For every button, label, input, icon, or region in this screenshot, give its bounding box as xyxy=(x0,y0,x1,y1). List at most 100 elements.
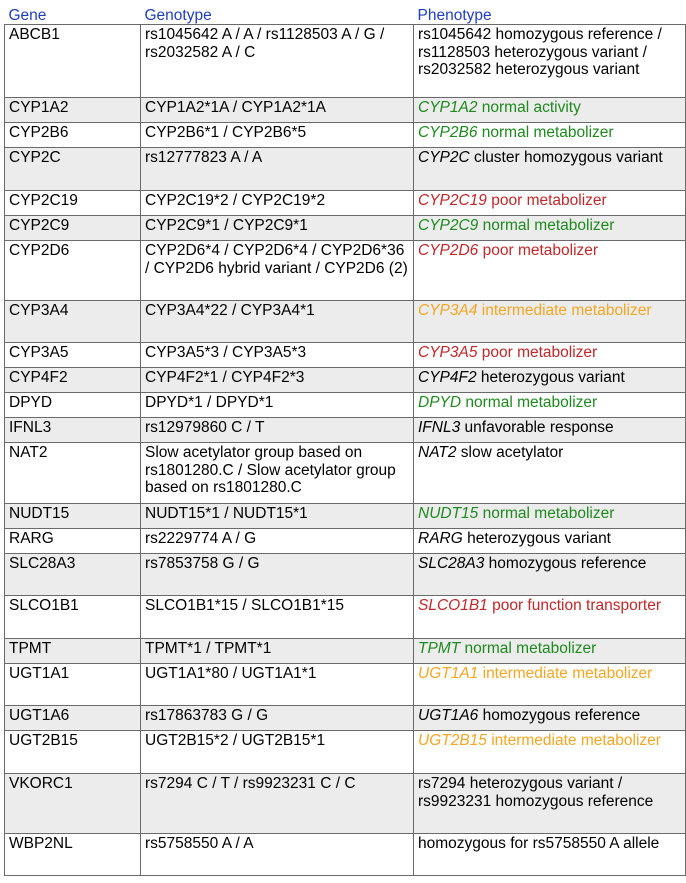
phenotype-cell: CYP2D6 poor metabolizer xyxy=(413,240,686,301)
gene-cell: CYP4F2 xyxy=(4,367,141,393)
phenotype-gene-name: CYP2C19 xyxy=(418,192,487,209)
gene-cell: VKORC1 xyxy=(4,773,141,834)
phenotype-gene-name: UGT1A6 xyxy=(418,707,479,724)
gene-cell: CYP2C xyxy=(4,147,141,191)
gene-cell: IFNL3 xyxy=(4,417,141,443)
gene-cell: CYP1A2 xyxy=(4,97,141,123)
phenotype-cell: NAT2 slow acetylator xyxy=(413,442,686,504)
phenotype-cell: CYP2C9 normal metabolizer xyxy=(413,215,686,241)
genotype-cell: rs7294 C / T / rs9923231 C / C xyxy=(140,773,414,834)
phenotype-text: intermediate metabolizer xyxy=(486,732,661,749)
phenotype-text: normal metabolizer xyxy=(461,394,598,411)
phenotype-cell: CYP3A5 poor metabolizer xyxy=(413,342,686,368)
phenotype-cell: CYP2C19 poor metabolizer xyxy=(413,190,686,216)
gene-cell: UGT1A6 xyxy=(4,705,141,731)
gene-cell: CYP3A5 xyxy=(4,342,141,368)
table-row: UGT1A6 rs17863783 G / G UGT1A6 homozygous … xyxy=(4,705,686,731)
phenotype-text: normal metabolizer xyxy=(478,217,615,234)
table-row: UGT1A1 UGT1A1*80 / UGT1A1*1 UGT1A1 interme… xyxy=(4,663,686,706)
phenotype-text: poor metabolizer xyxy=(477,344,598,361)
phenotype-cell: UGT2B15 intermediate metabolizer xyxy=(413,730,686,774)
genotype-cell: CYP2C19*2 / CYP2C19*2 xyxy=(140,190,414,216)
phenotype-text: homozygous reference xyxy=(478,707,641,724)
table-row: NUDT15 NUDT15*1 / NUDT15*1 NUDT15 normal m… xyxy=(4,503,686,529)
table-row: CYP2C rs12777823 A / A CYP2C cluster homoz… xyxy=(4,147,686,191)
phenotype-cell: CYP3A4 intermediate metabolizer xyxy=(413,300,686,343)
phenotype-cell: IFNL3 unfavorable response xyxy=(413,417,686,443)
phenotype-gene-name: IFNL3 xyxy=(418,419,461,436)
table-row: CYP2B6 CYP2B6*1 / CYP2B6*5 CYP2B6 normal m… xyxy=(4,122,686,148)
genotype-cell: Slow acetylator group based on rs1801280… xyxy=(140,442,414,504)
gene-cell: ABCB1 xyxy=(4,24,141,98)
phenotype-text: homozygous reference xyxy=(484,555,647,572)
phenotype-text: slow acetylator xyxy=(456,444,564,461)
gene-cell: UGT2B15 xyxy=(4,730,141,774)
table-row: CYP2C19 CYP2C19*2 / CYP2C19*2 CYP2C19 poor… xyxy=(4,190,686,216)
table-row: UGT2B15 UGT2B15*2 / UGT2B15*1 UGT2B15 inte… xyxy=(4,730,686,774)
phenotype-gene-name: CYP1A2 xyxy=(418,99,478,116)
phenotype-text: normal activity xyxy=(477,99,581,116)
phenotype-cell: SLCO1B1 poor function transporter xyxy=(413,595,686,639)
header-gene: Gene xyxy=(8,7,47,24)
phenotype-cell: rs7294 heterozygous variant / rs9923231 … xyxy=(413,773,686,834)
genotype-cell: rs1045642 A / A / rs1128503 A / G / rs20… xyxy=(140,24,414,98)
phenotype-cell: CYP2B6 normal metabolizer xyxy=(413,122,686,148)
table-header-row: Gene Genotype Phenotype xyxy=(5,4,686,25)
phenotype-text: unfavorable response xyxy=(460,419,614,436)
phenotype-text: normal metabolizer xyxy=(477,124,614,141)
table-row: DPYD DPYD*1 / DPYD*1 DPYD normal metaboliz… xyxy=(4,392,686,418)
gene-cell: CYP3A4 xyxy=(4,300,141,343)
phenotype-cell: SLC28A3 homozygous reference xyxy=(413,553,686,596)
genotype-cell: rs7853758 G / G xyxy=(140,553,414,596)
genotype-cell: UGT2B15*2 / UGT2B15*1 xyxy=(140,730,414,774)
gene-cell: CYP2C19 xyxy=(4,190,141,216)
table-row: CYP3A4 CYP3A4*22 / CYP3A4*1 CYP3A4 interme… xyxy=(4,300,686,343)
phenotype-gene-name: CYP4F2 xyxy=(418,369,477,386)
phenotype-gene-name: RARG xyxy=(418,530,463,547)
phenotype-text: intermediate metabolizer xyxy=(478,665,653,682)
genotype-cell: NUDT15*1 / NUDT15*1 xyxy=(140,503,414,529)
phenotype-text: normal metabolizer xyxy=(478,505,615,522)
gene-cell: NUDT15 xyxy=(4,503,141,529)
phenotype-text: rs7294 heterozygous variant / rs9923231 … xyxy=(418,775,654,810)
table-row: TPMT TPMT*1 / TPMT*1 TPMT normal metaboliz… xyxy=(4,638,686,664)
table-row: CYP2C9 CYP2C9*1 / CYP2C9*1 CYP2C9 normal m… xyxy=(4,215,686,241)
phenotype-cell: UGT1A6 homozygous reference xyxy=(413,705,686,731)
genotype-cell: TPMT*1 / TPMT*1 xyxy=(140,638,414,664)
phenotype-gene-name: DPYD xyxy=(418,394,462,411)
phenotype-text: cluster homozygous variant xyxy=(469,149,663,166)
gene-cell: NAT2 xyxy=(4,442,141,504)
gene-cell: UGT1A1 xyxy=(4,663,141,706)
table-row: SLC28A3 rs7853758 G / G SLC28A3 homozygous… xyxy=(4,553,686,596)
phenotype-cell: homozygous for rs5758550 A allele xyxy=(413,833,686,876)
phenotype-text: poor metabolizer xyxy=(486,192,607,209)
table-row: SLCO1B1 SLCO1B1*15 / SLCO1B1*15 SLCO1B1 po… xyxy=(4,595,686,639)
phenotype-gene-name: UGT2B15 xyxy=(418,732,487,749)
gene-cell: CYP2D6 xyxy=(4,240,141,301)
phenotype-cell: TPMT normal metabolizer xyxy=(413,638,686,664)
genotype-cell: CYP3A5*3 / CYP3A5*3 xyxy=(140,342,414,368)
gene-cell: CYP2C9 xyxy=(4,215,141,241)
phenotype-gene-name: CYP3A4 xyxy=(418,302,478,319)
pharmacogenomics-table: Gene Genotype Phenotype ABCB1 rs1045642 A… xyxy=(4,4,686,876)
phenotype-text: heterozygous variant xyxy=(462,530,611,547)
genotype-cell: CYP1A2*1A / CYP1A2*1A xyxy=(140,97,414,123)
table-row: NAT2 Slow acetylator group based on rs180… xyxy=(4,442,686,504)
phenotype-gene-name: TPMT xyxy=(418,640,461,657)
table-row: RARG rs2229774 A / G RARG heterozygous var… xyxy=(4,528,686,554)
genotype-cell: rs17863783 G / G xyxy=(140,705,414,731)
table-row: CYP1A2 CYP1A2*1A / CYP1A2*1A CYP1A2 normal… xyxy=(4,97,686,123)
phenotype-gene-name: CYP2C9 xyxy=(418,217,479,234)
phenotype-cell: CYP2C cluster homozygous variant xyxy=(413,147,686,191)
phenotype-text: normal metabolizer xyxy=(460,640,597,657)
phenotype-gene-name: UGT1A1 xyxy=(418,665,479,682)
phenotype-cell: NUDT15 normal metabolizer xyxy=(413,503,686,529)
phenotype-gene-name: NUDT15 xyxy=(418,505,479,522)
gene-cell: WBP2NL xyxy=(4,833,141,876)
table-body: ABCB1 rs1045642 A / A / rs1128503 A / G /… xyxy=(4,24,686,876)
phenotype-gene-name: SLCO1B1 xyxy=(418,597,488,614)
gene-cell: RARG xyxy=(4,528,141,554)
table-row: ABCB1 rs1045642 A / A / rs1128503 A / G /… xyxy=(4,24,686,98)
gene-cell: SLC28A3 xyxy=(4,553,141,596)
